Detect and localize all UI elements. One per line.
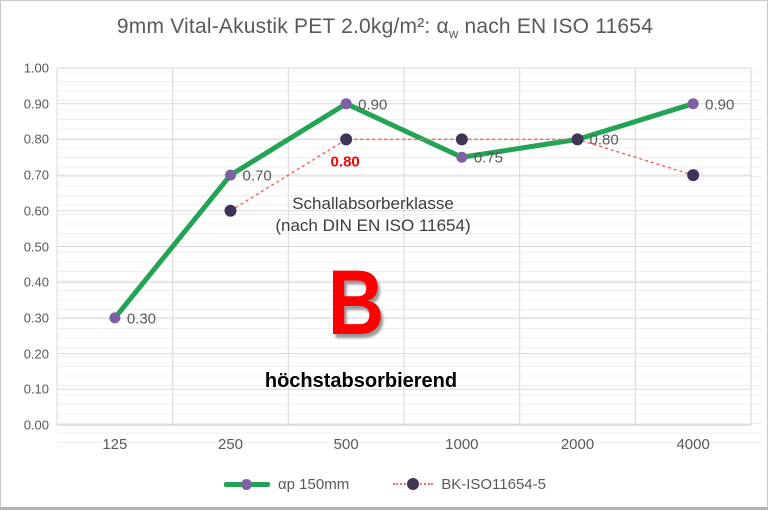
data-point-label: 0.90: [358, 96, 388, 114]
x-axis-tick: 2000: [560, 436, 595, 453]
absorber-class-annotation: Schallabsorberklasse (nach DIN EN ISO 11…: [233, 193, 513, 238]
y-axis-tick: 0.90: [23, 96, 49, 112]
series-bk-iso11654-marker: [455, 133, 468, 146]
legend-label: BK-ISO11654-5: [441, 475, 546, 493]
legend: αp 150mm BK-ISO11654-5: [1, 473, 767, 495]
absorber-class-annotation-line1: Schallabsorberklasse: [292, 194, 454, 213]
x-axis-tick: 125: [102, 436, 128, 453]
series-ap150mm-marker: [687, 98, 699, 110]
chart-title: 9mm Vital-Akustik PET 2.0kg/m²: αw nach …: [1, 15, 767, 42]
legend-label: αp 150mm: [278, 475, 350, 493]
chart-title-text: 9mm Vital-Akustik PET 2.0kg/m²: α: [116, 15, 449, 38]
chart-title-subscript: w: [448, 26, 459, 42]
legend-item-ap150mm: αp 150mm: [224, 476, 349, 493]
series-ap150mm-marker: [456, 151, 468, 163]
data-point-label: 0.80: [589, 131, 619, 149]
absorber-class-description: höchstabsorbierend: [264, 370, 458, 392]
x-axis-tick: 4000: [676, 436, 710, 453]
y-axis-tick: 0.30: [23, 310, 49, 326]
x-axis-tick: 250: [217, 436, 244, 453]
legend-marker-dot: [241, 478, 252, 490]
data-point-label: 0.70: [242, 167, 272, 185]
series-ap150mm-line: [112, 101, 696, 321]
data-point-label: 0.30: [126, 310, 157, 328]
series-ap150mm-marker: [109, 312, 121, 324]
y-axis-tick: 0.00: [23, 417, 49, 433]
y-axis-tick: 0.40: [23, 274, 49, 290]
x-axis-tick: 1000: [445, 436, 479, 453]
series-ap150mm-marker: [225, 169, 236, 181]
y-axis-tick: 0.50: [23, 239, 49, 254]
data-point-label: 0.75: [473, 149, 504, 167]
series-bk-iso11654-marker: [224, 204, 237, 217]
y-axis-tick: 0.20: [23, 346, 49, 362]
series-bk-iso11654-line: [230, 138, 694, 212]
y-axis-tick: 1.00: [23, 60, 49, 76]
data-point-label: 0.80: [330, 153, 360, 171]
y-axis-tick: 0.10: [23, 381, 49, 397]
y-axis-tick: 0.70: [23, 167, 49, 183]
series-bk-iso11654-marker: [340, 133, 353, 146]
legend-dashed-line-swatch: [393, 478, 434, 491]
series-bk-iso11654-marker: [687, 169, 700, 182]
x-axis-tick: 500: [333, 436, 359, 453]
chart-title-suffix: nach EN ISO 11654: [458, 15, 654, 38]
y-axis-tick: 0.60: [23, 203, 49, 219]
legend-solid-line-swatch: [224, 478, 270, 491]
y-axis-tick: 0.80: [23, 131, 49, 147]
data-point-label: 0.90: [705, 96, 735, 114]
series-bk-iso11654-marker: [571, 133, 584, 146]
series-ap150mm-marker: [340, 98, 352, 110]
legend-marker-dot: [407, 478, 420, 490]
spreadsheet-gridlines-background: [57, 63, 763, 443]
legend-item-bk-iso11654: BK-ISO11654-5: [393, 476, 546, 493]
absorber-class-annotation-line2: (nach DIN EN ISO 11654): [275, 216, 471, 236]
absorber-class-letter: B: [327, 252, 385, 354]
